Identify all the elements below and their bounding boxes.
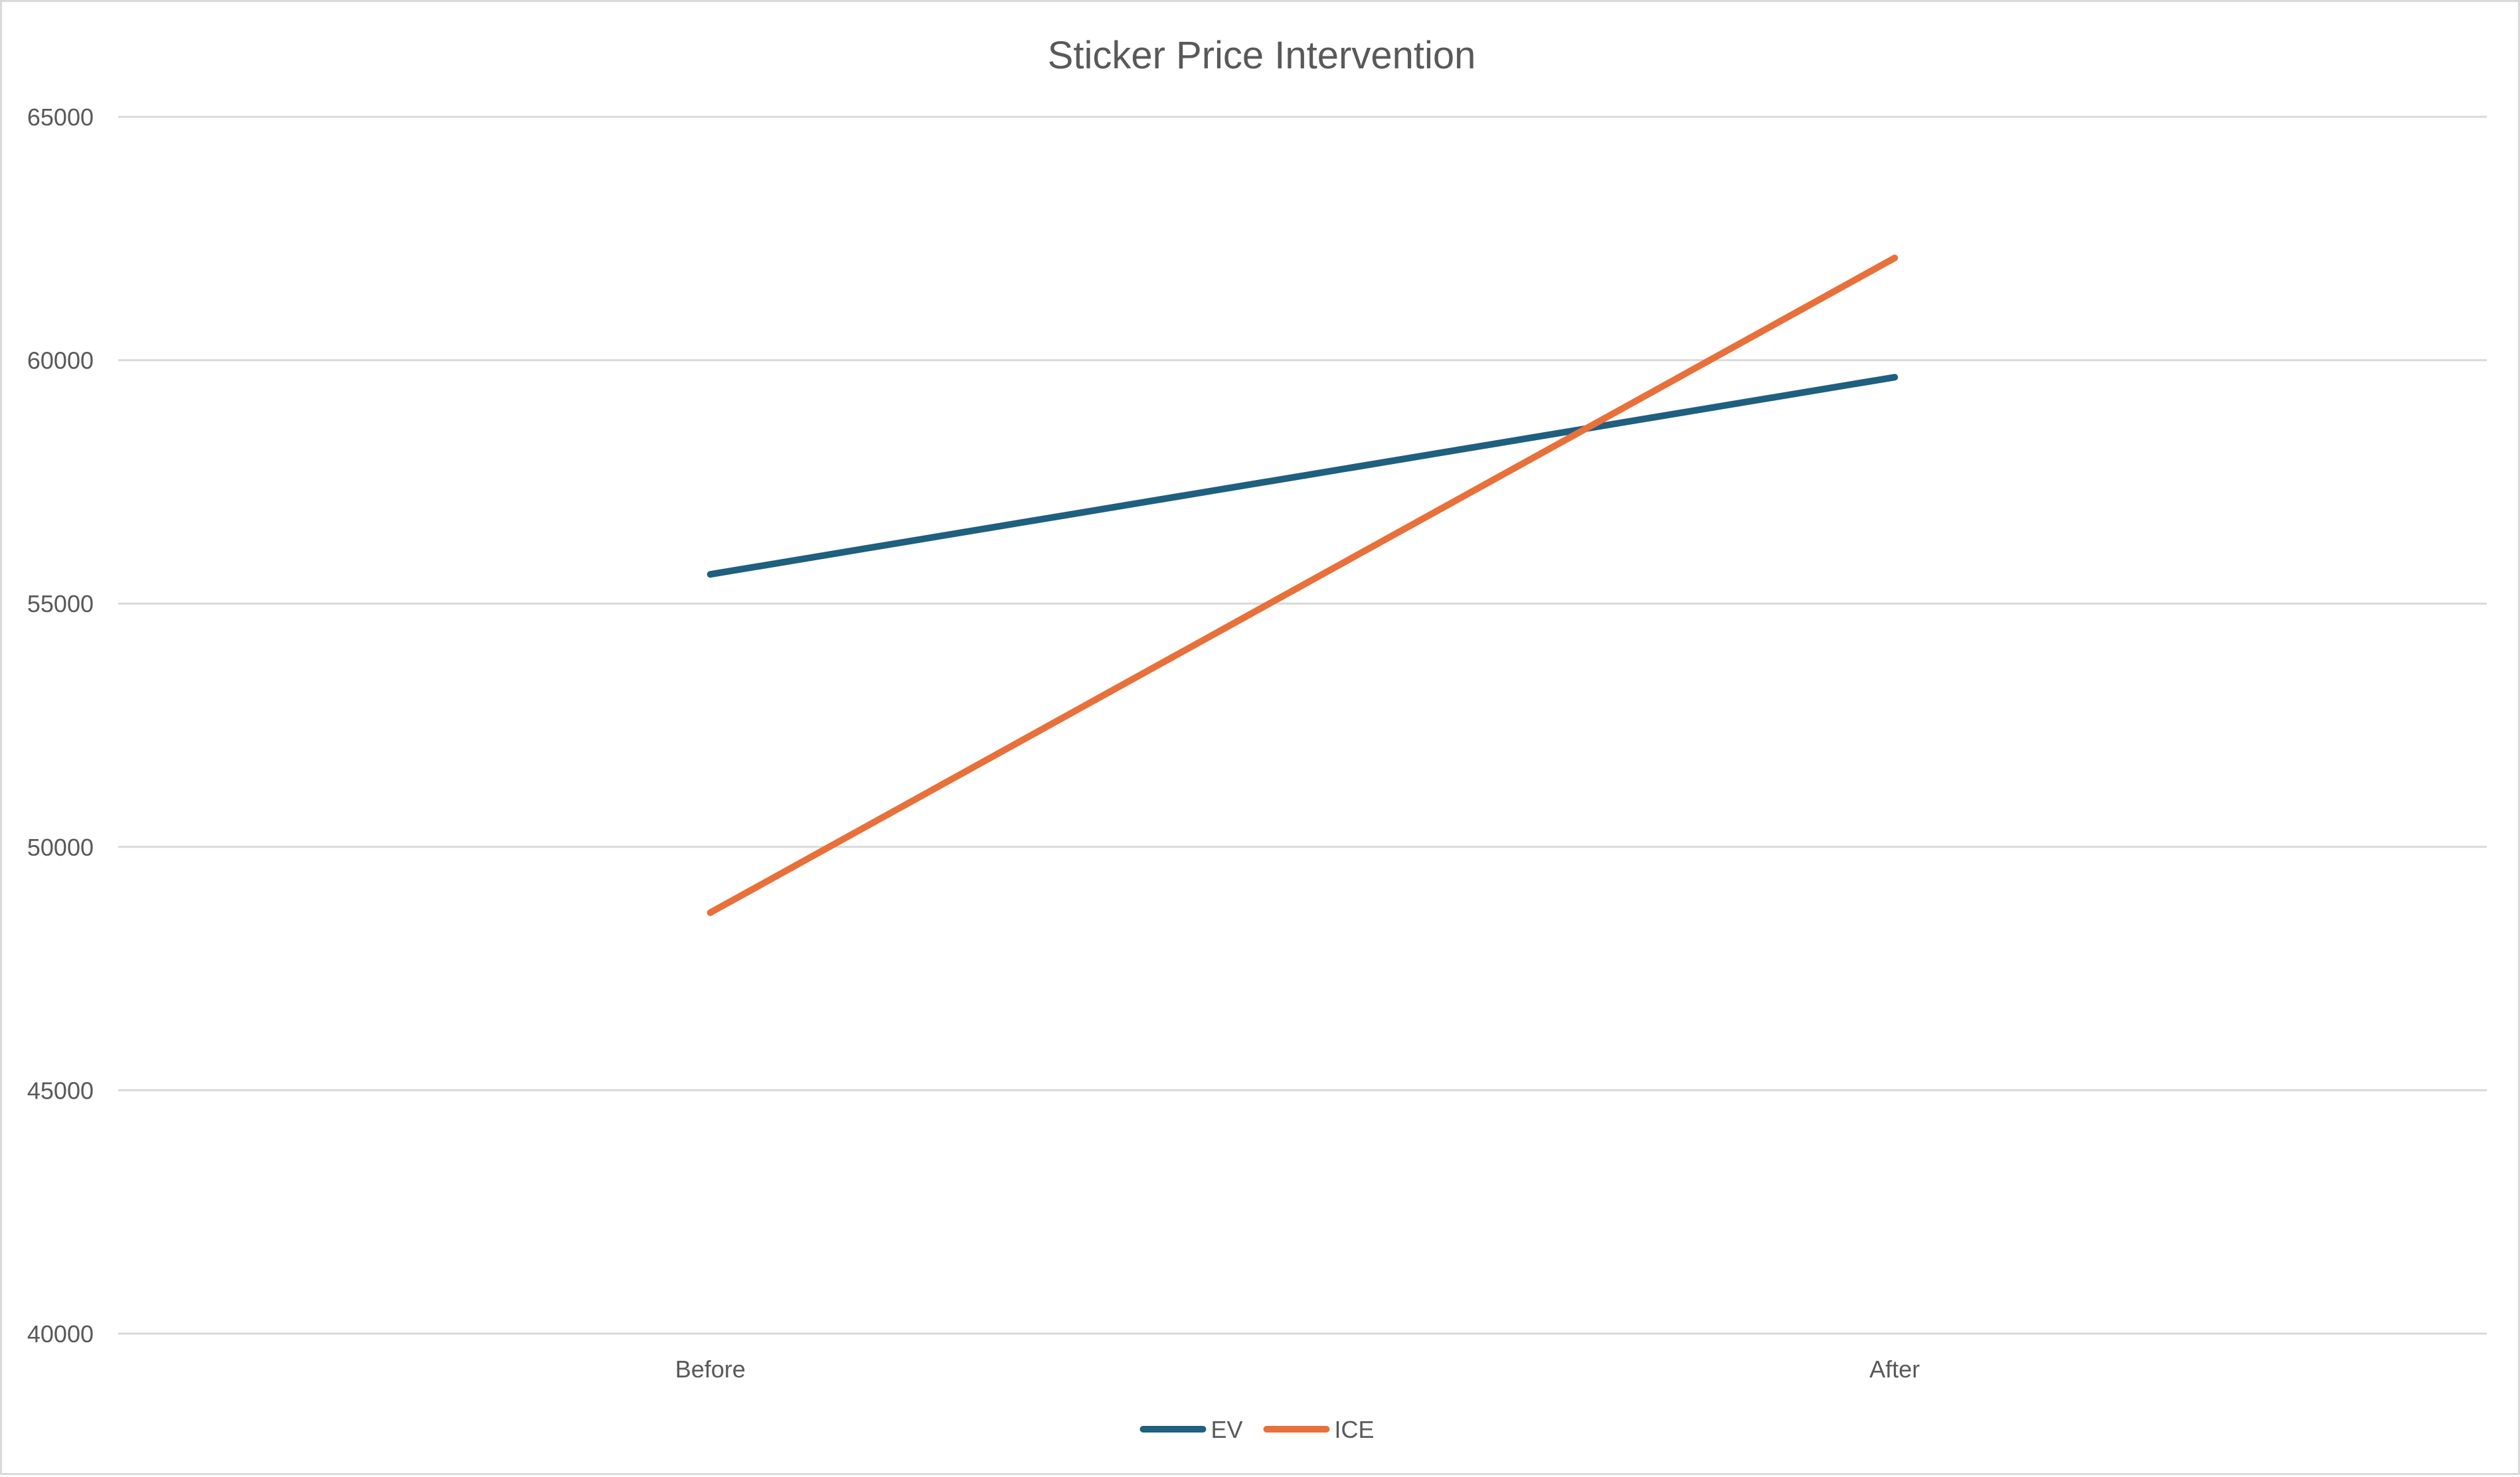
x-tick-label: Before (675, 1356, 746, 1383)
y-tick-label: 65000 (27, 104, 94, 131)
chart-title: Sticker Price Intervention (1048, 34, 1476, 77)
data-point-ice (707, 909, 714, 916)
series-line-ev (707, 374, 1898, 578)
series-line-ice (707, 254, 1898, 916)
legend: EV ICE (1139, 1416, 1375, 1443)
data-point-ice (1891, 254, 1898, 262)
x-axis-ticks: Before After (675, 1356, 1920, 1383)
legend-label-ev: EV (1211, 1416, 1243, 1443)
legend-label-ice: ICE (1335, 1416, 1375, 1443)
y-tick-label: 45000 (27, 1077, 94, 1104)
x-tick-label: After (1869, 1356, 1920, 1383)
data-point-ev (1891, 374, 1898, 381)
series-lines (707, 254, 1898, 916)
y-axis-ticks: 40000 45000 50000 55000 60000 65000 (27, 104, 94, 1348)
y-tick-label: 60000 (27, 347, 94, 374)
data-point-ev (707, 571, 714, 578)
y-tick-label: 50000 (27, 834, 94, 861)
y-tick-label: 55000 (27, 590, 94, 617)
gridlines (118, 116, 2487, 1335)
y-tick-label: 40000 (27, 1320, 94, 1348)
